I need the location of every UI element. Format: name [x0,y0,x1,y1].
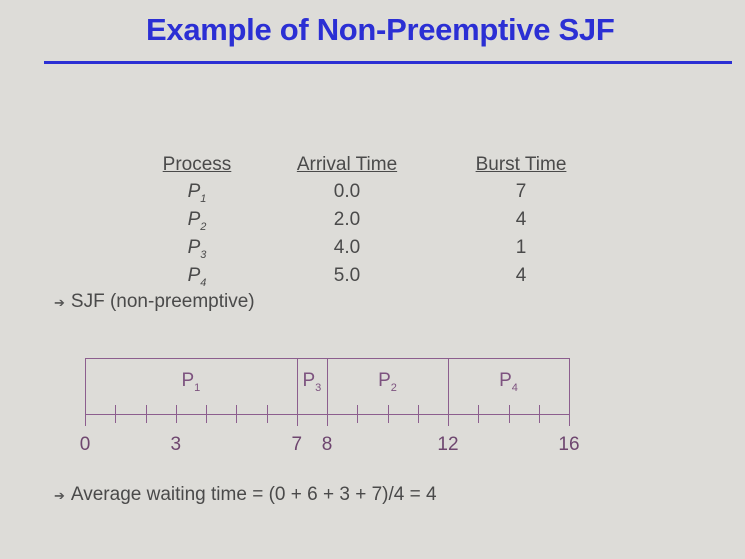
gantt-tick [206,405,207,423]
gantt-tick [115,405,117,423]
gantt-tick [538,405,540,423]
gantt-time-label: 8 [321,434,333,455]
gantt-time-label: 3 [170,434,182,455]
arrival-time: 0.0 [333,181,361,202]
gantt-tick [266,405,268,423]
bullet-text: Average waiting time = (0 + 6 + 3 + 7)/4… [70,484,437,505]
gantt-time-label: 7 [291,434,303,455]
gantt-segment-label: P4 [499,370,518,394]
burst-time: 1 [515,237,527,258]
table-header: Arrival Time [296,154,398,175]
gantt-tick [357,405,359,423]
gantt-segment-label: P2 [378,370,397,394]
burst-time: 4 [515,209,527,230]
bullet-average-waiting: ➔ Average waiting time = (0 + 6 + 3 + 7)/… [54,484,437,506]
arrival-time: 2.0 [333,209,361,230]
gantt-tick [236,405,238,423]
arrival-time: 4.0 [333,237,361,258]
table-header: Burst Time [475,154,567,175]
gantt-time-label: 0 [79,434,91,455]
gantt-segment-label: P1 [181,370,201,394]
gantt-boundary [569,358,570,426]
arrival-time: 5.0 [333,265,361,286]
gantt-boundary [327,358,328,426]
gantt-tick [508,405,510,423]
gantt-tick [417,405,419,423]
process-name: P4 [187,265,207,289]
bullet-text: SJF (non-preemptive) [70,291,255,312]
gantt-boundary [85,358,86,426]
gantt-segment-label: P3 [302,370,322,394]
gantt-tick [478,405,480,423]
process-name: P2 [187,209,207,233]
gantt-time-label: 12 [437,434,459,455]
bullet-arrow-icon: ➔ [54,488,65,503]
gantt-tick [387,405,389,423]
process-name: P1 [187,181,207,205]
gantt-boundary [448,358,449,426]
gantt-tick [145,405,147,423]
gantt-time-label: 16 [558,434,580,455]
bullet-sjf: ➔ SJF (non-preemptive) [54,291,255,313]
burst-time: 7 [515,181,527,202]
gantt-tick [175,405,177,423]
title-underline [44,61,732,64]
bullet-arrow-icon: ➔ [54,295,65,310]
slide-title: Example of Non-Preemptive SJF [146,12,615,47]
table-header: Process [162,154,232,175]
burst-time: 4 [515,265,527,286]
process-name: P3 [187,237,207,261]
gantt-boundary [296,358,298,426]
